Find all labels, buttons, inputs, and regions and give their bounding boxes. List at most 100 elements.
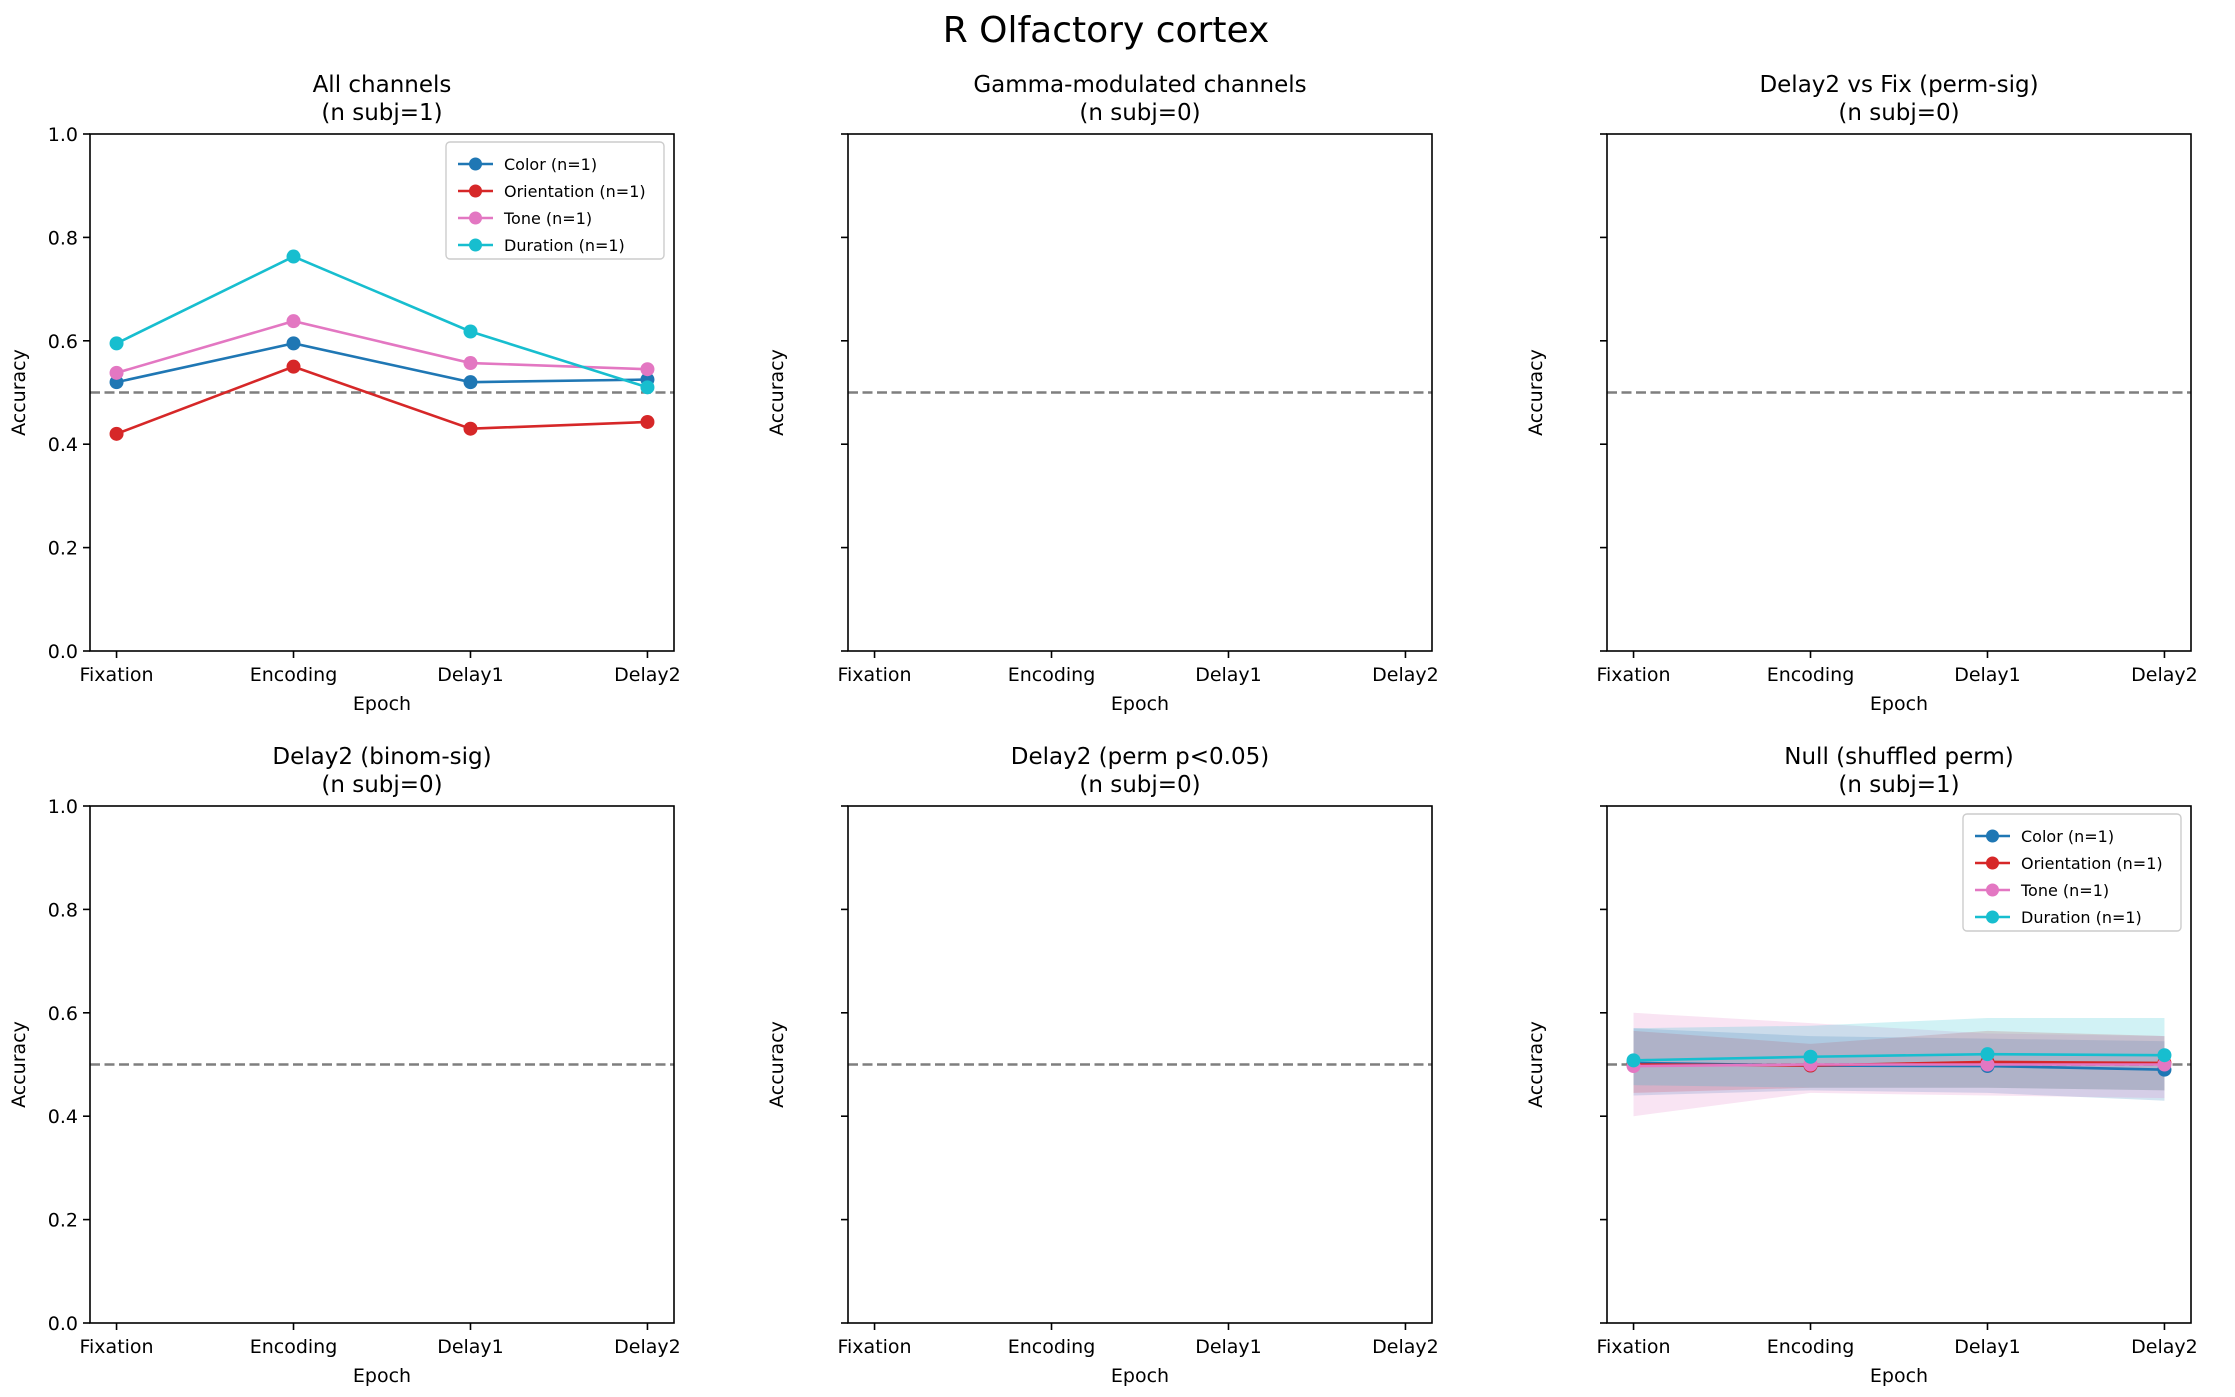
y-tick-label: 0.0 [48, 1313, 78, 1335]
y-tick-label: 0.2 [48, 538, 78, 560]
x-tick-label: Delay2 [1372, 664, 1439, 686]
y-tick-label: 0.8 [48, 227, 78, 249]
series-line-tone [1633, 1063, 2165, 1068]
legend-marker-tone [1986, 883, 1999, 897]
subplot-subtitle: (n subj=1) [1838, 772, 1959, 798]
x-tick-label: Delay2 [614, 664, 681, 686]
subplot-title: Null (shuffled perm) [1784, 744, 2013, 770]
x-axis-label: Epoch [353, 693, 411, 715]
subplot-title: Gamma-modulated channels [973, 72, 1306, 98]
subplot-4: Delay2 (binom-sig)(n subj=0) 0.0 0.2 0.4 0.6… [8, 744, 681, 1387]
subplot-subtitle: (n subj=1) [321, 100, 442, 126]
point-tone-delay2 [640, 362, 655, 377]
subplot-title: Delay2 (perm p<0.05) [1011, 744, 1269, 770]
legend-box [445, 141, 665, 260]
y-axis-label: Accuracy [8, 1021, 30, 1108]
legend-label-duration: Duration (n=1) [504, 236, 625, 255]
legend-label-tone: Tone (n=1) [503, 209, 592, 228]
subplot-subtitle: (n subj=0) [1838, 100, 1959, 126]
x-axis-label: Epoch [1111, 1365, 1169, 1387]
x-tick-label: Delay2 [614, 1336, 681, 1358]
x-tick-label: Fixation [837, 1336, 911, 1358]
subplot-title: All channels [313, 72, 452, 98]
legend-marker-tone [469, 211, 482, 225]
y-axis-label: Accuracy [766, 1021, 788, 1108]
x-tick-label: Delay1 [1954, 1336, 2021, 1358]
point-color-delay1 [463, 375, 478, 390]
axes-frame [89, 805, 675, 1324]
subplot-title: Delay2 (binom-sig) [272, 744, 491, 770]
x-tick-label: Delay2 [1372, 1336, 1439, 1358]
y-tick-label: 0.2 [48, 1210, 78, 1232]
y-tick-label: 0.6 [48, 1003, 78, 1025]
subplot-3: Delay2 vs Fix (perm-sig)(n subj=0) Fixati… [1525, 72, 2198, 715]
x-tick-label: Fixation [79, 1336, 153, 1358]
series-line-orientation [116, 365, 648, 436]
subplot-1: All channels(n subj=1) 0.0 0.2 0.4 0.6 0.8 1.0… [8, 72, 681, 715]
subplot-subtitle: (n subj=0) [1079, 100, 1200, 126]
figure-title: R Olfactory cortex [943, 10, 1270, 51]
x-tick-label: Delay1 [1195, 664, 1262, 686]
point-tone-fixation [109, 365, 124, 380]
legend-label-color: Color (n=1) [2021, 827, 2114, 846]
point-duration-fixation [1626, 1053, 1641, 1068]
axes-frame [1606, 805, 2192, 1324]
series-line-tone [116, 319, 648, 375]
x-tick-label: Encoding [1008, 1336, 1096, 1358]
x-tick-label: Delay1 [437, 1336, 504, 1358]
x-axis-label: Epoch [1111, 693, 1169, 715]
y-tick-label: 1.0 [48, 124, 78, 146]
x-tick-label: Delay1 [437, 664, 504, 686]
y-tick-label: 0.0 [48, 641, 78, 663]
point-orientation-fixation [109, 426, 124, 441]
axes-frame [89, 133, 675, 652]
legend-label-color: Color (n=1) [504, 155, 597, 174]
subplot-subtitle: (n subj=0) [1079, 772, 1200, 798]
point-duration-delay2 [2157, 1048, 2172, 1063]
point-duration-encoding [1803, 1049, 1818, 1064]
x-tick-label: Encoding [250, 1336, 338, 1358]
axes-frame [847, 805, 1433, 1324]
x-tick-label: Encoding [1767, 1336, 1855, 1358]
subplot-5: Delay2 (perm p<0.05)(n subj=0) Fixation En… [766, 744, 1439, 1387]
legend-marker-orientation [1986, 856, 1999, 870]
subplot-subtitle: (n subj=0) [321, 772, 442, 798]
x-tick-label: Fixation [1596, 664, 1670, 686]
x-tick-label: Fixation [79, 664, 153, 686]
x-tick-label: Fixation [1596, 1336, 1670, 1358]
subplot-title: Delay2 vs Fix (perm-sig) [1759, 72, 2038, 98]
x-tick-label: Encoding [1008, 664, 1096, 686]
point-orientation-encoding [286, 359, 301, 374]
legend-label-orientation: Orientation (n=1) [2021, 854, 2163, 873]
x-axis-label: Epoch [1870, 693, 1928, 715]
x-axis-label: Epoch [1870, 1365, 1928, 1387]
x-tick-label: Delay1 [1195, 1336, 1262, 1358]
series-line-color [116, 342, 648, 384]
legend: Color (n=1) Orientation (n=1) Tone (n=1) Du… [445, 141, 665, 260]
subplot-6: Null (shuffled perm)(n subj=1) Fixation En… [1525, 744, 2198, 1387]
y-tick-label: 0.4 [48, 1106, 78, 1128]
x-axis-label: Epoch [353, 1365, 411, 1387]
point-duration-encoding [286, 249, 301, 264]
y-axis-label: Accuracy [766, 349, 788, 436]
subplot-2: Gamma-modulated channels(n subj=0) Fixati… [766, 72, 1439, 715]
y-tick-label: 0.8 [48, 899, 78, 921]
y-tick-label: 0.4 [48, 434, 78, 456]
legend-label-duration: Duration (n=1) [2021, 908, 2142, 927]
series-line-duration [115, 255, 648, 389]
point-duration-delay2 [640, 380, 655, 395]
y-axis-label: Accuracy [1525, 1021, 1547, 1108]
legend-marker-duration [1986, 910, 1999, 924]
x-tick-label: Encoding [1767, 664, 1855, 686]
point-tone-delay1 [1980, 1057, 1995, 1072]
legend-marker-color [469, 157, 482, 171]
point-tone-encoding [286, 314, 301, 329]
series-line-duration [1633, 1052, 2165, 1062]
legend-marker-duration [469, 238, 482, 252]
y-tick-label: 0.6 [48, 331, 78, 353]
subplot-grid: All channels(n subj=1)0.00.20.40.60.81.0… [8, 72, 2198, 1387]
x-tick-label: Delay2 [2131, 1336, 2198, 1358]
band-orientation [1633, 1030, 2165, 1093]
x-tick-label: Delay1 [1954, 664, 2021, 686]
